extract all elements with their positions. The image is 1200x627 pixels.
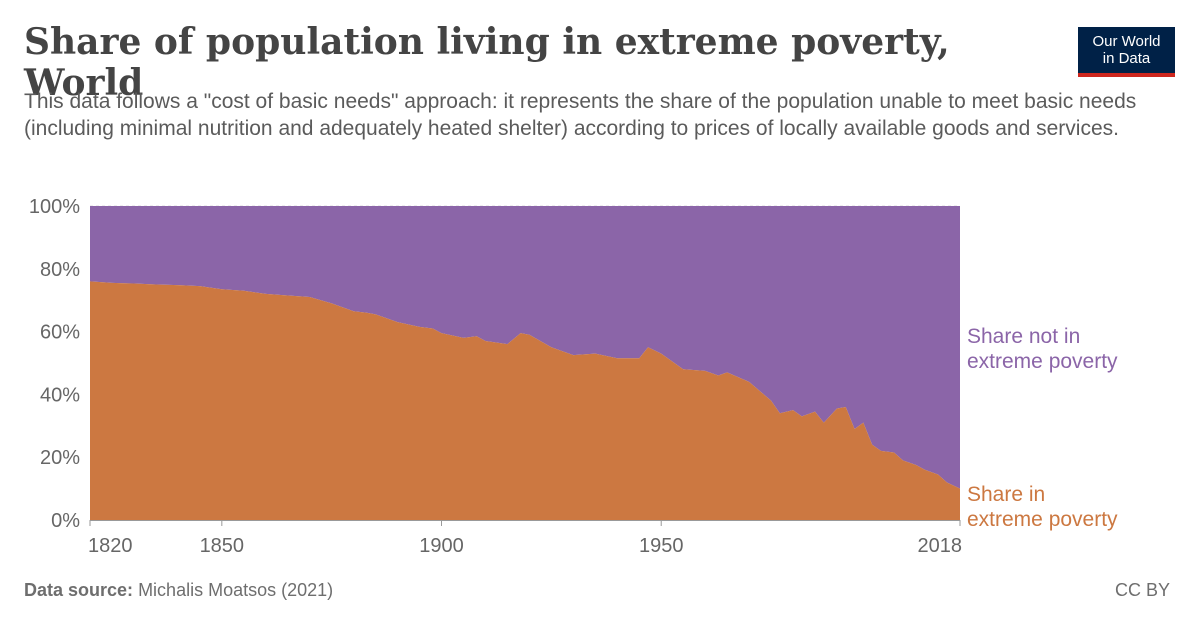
- y-tick-label: 0%: [51, 510, 80, 532]
- series-label-in-extreme-poverty: Share in extreme poverty: [967, 483, 1118, 531]
- y-tick-label: 20%: [40, 447, 80, 469]
- x-tick-label: 1900: [419, 535, 464, 557]
- chart-title: Share of population living in extreme po…: [24, 21, 950, 105]
- series-label-not-in-extreme-poverty: Share not in extreme poverty: [967, 325, 1118, 373]
- data-source-link[interactable]: Michalis Moatsos (2021): [138, 580, 334, 600]
- y-tick-label: 60%: [40, 322, 80, 344]
- owid-logo[interactable]: Our World in Data: [1078, 27, 1175, 77]
- x-tick-label: 2018: [918, 535, 963, 557]
- series-areas[interactable]: [90, 206, 960, 520]
- license-link[interactable]: CC BY: [1114, 580, 1170, 600]
- x-tick-label: 1820: [88, 535, 133, 557]
- y-tick-label: 100%: [29, 196, 80, 218]
- series-labels: Share not in extreme poverty Share in extre…: [967, 325, 1118, 531]
- data-source: Data source: Michalis Moatsos (2021): [24, 580, 333, 601]
- chart-subtitle: This data follows a "cost of basic needs…: [24, 90, 1137, 140]
- y-tick-label: 80%: [40, 259, 80, 281]
- y-tick-label: 40%: [40, 384, 80, 406]
- logo-line-2: in Data: [1102, 50, 1151, 67]
- data-source-label: Data source:: [24, 580, 134, 600]
- series-area-not-in-extreme-poverty[interactable]: [90, 206, 960, 489]
- axes: 0% 20% 40% 60% 80% 100% 1820 1850 1900 1950 2018: [29, 196, 962, 557]
- logo-line-1: Our World: [1092, 33, 1161, 50]
- x-tick-label: 1850: [200, 535, 245, 557]
- series-area-in-extreme-poverty[interactable]: [90, 281, 960, 520]
- x-tick-label: 1950: [639, 535, 684, 557]
